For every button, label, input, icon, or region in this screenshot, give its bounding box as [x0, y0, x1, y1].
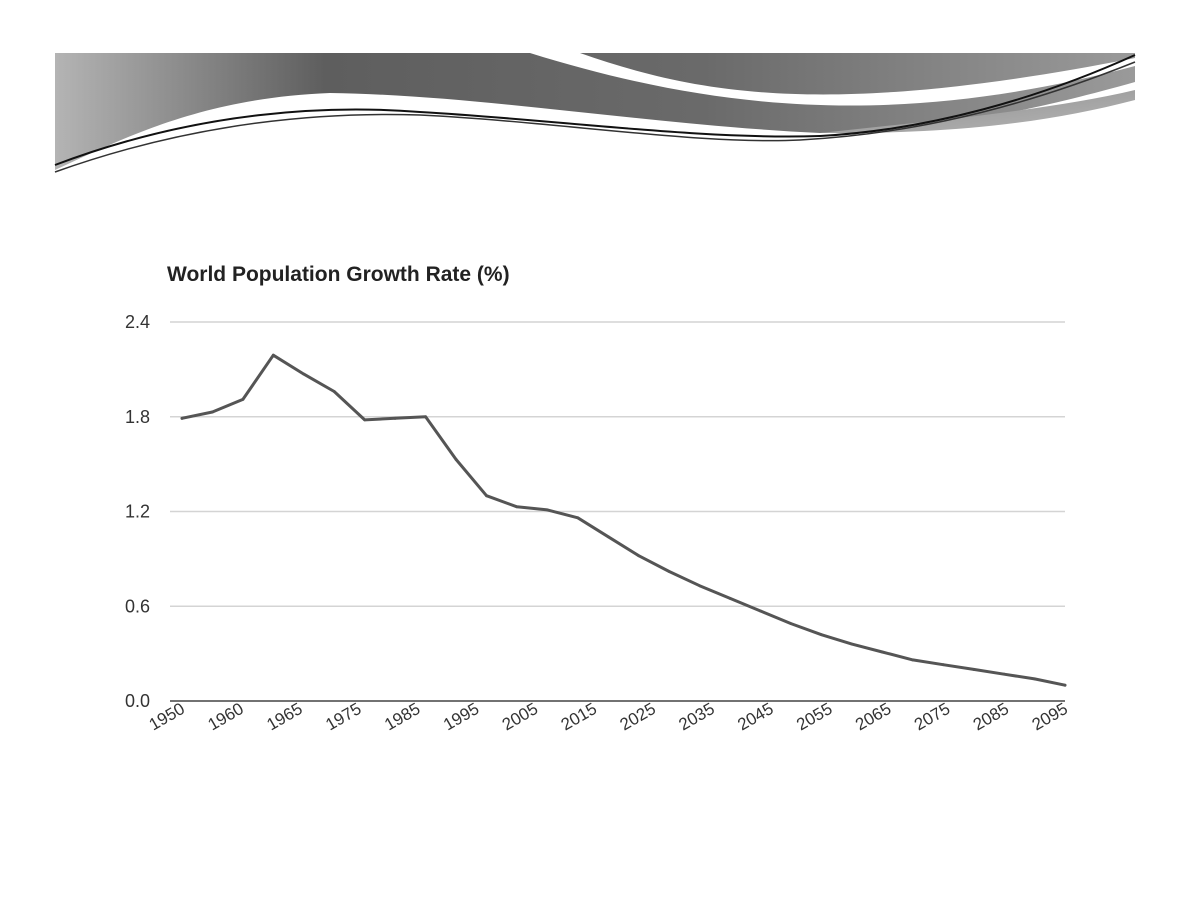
data-point	[698, 584, 702, 588]
data-point	[637, 554, 641, 558]
x-tick-label: 1950	[146, 699, 188, 734]
y-axis-ticks: 0.0 0.6 1.2 1.8 2.4	[125, 312, 150, 711]
data-point	[880, 650, 884, 654]
data-point	[1063, 683, 1067, 687]
x-tick-label: 2065	[852, 699, 894, 734]
data-point	[271, 353, 275, 357]
data-point	[241, 397, 245, 401]
x-tick-label: 1975	[322, 699, 364, 734]
x-tick-label: 2075	[911, 699, 953, 734]
data-point	[211, 410, 214, 414]
banner-dark-band	[55, 53, 1135, 170]
banner-curve-1	[54, 54, 1136, 166]
x-tick-label: 2055	[793, 699, 835, 734]
series-layer	[180, 353, 1067, 687]
slide-header-banner	[54, 53, 1136, 173]
x-tick-label: 2025	[617, 699, 659, 734]
data-point	[515, 505, 519, 509]
x-axis-ticks: 1950 1960 1965 1975 1985 1995 2005 2015 2025 2035…	[146, 699, 1071, 734]
banner-curve-2	[54, 61, 1136, 173]
x-tick-label: 2005	[499, 699, 541, 734]
y-tick-label: 0.6	[125, 596, 150, 616]
data-point	[576, 516, 580, 520]
y-tick-label: 1.2	[125, 502, 150, 522]
data-point	[911, 658, 915, 662]
banner-light-band	[820, 90, 1135, 134]
x-tick-label: 1985	[381, 699, 423, 734]
chart-title: World Population Growth Rate (%)	[167, 263, 510, 286]
data-point	[820, 633, 823, 637]
x-tick-label: 1965	[263, 699, 305, 734]
data-point	[850, 642, 854, 646]
data-point	[545, 508, 549, 512]
data-point	[728, 596, 732, 600]
data-point	[302, 372, 306, 376]
x-tick-label: 1995	[440, 699, 482, 734]
data-point	[363, 418, 367, 422]
grid-layer	[170, 321, 1065, 702]
data-point	[180, 416, 184, 420]
series-line-0	[180, 353, 1067, 687]
data-point	[789, 622, 793, 626]
x-tick-label: 1960	[205, 699, 247, 734]
y-tick-label: 2.4	[125, 312, 150, 332]
x-tick-label: 2095	[1029, 699, 1071, 734]
data-point	[972, 668, 976, 671]
data-point	[941, 663, 945, 667]
x-tick-label: 2085	[970, 699, 1012, 734]
data-point	[606, 535, 610, 539]
x-tick-label: 2045	[734, 699, 776, 734]
data-point	[667, 570, 671, 573]
x-tick-label: 2015	[558, 699, 600, 734]
data-point	[424, 415, 427, 419]
banner-white-swoosh	[530, 53, 1135, 106]
data-point	[454, 457, 458, 461]
data-point	[759, 609, 762, 613]
data-point	[1033, 677, 1036, 681]
x-tick-label: 2035	[676, 699, 718, 734]
y-tick-label: 1.8	[125, 407, 150, 427]
data-point	[332, 390, 336, 393]
y-tick-label: 0.0	[125, 691, 150, 711]
data-point	[485, 494, 488, 498]
data-point	[393, 416, 397, 420]
data-point	[1002, 672, 1006, 676]
